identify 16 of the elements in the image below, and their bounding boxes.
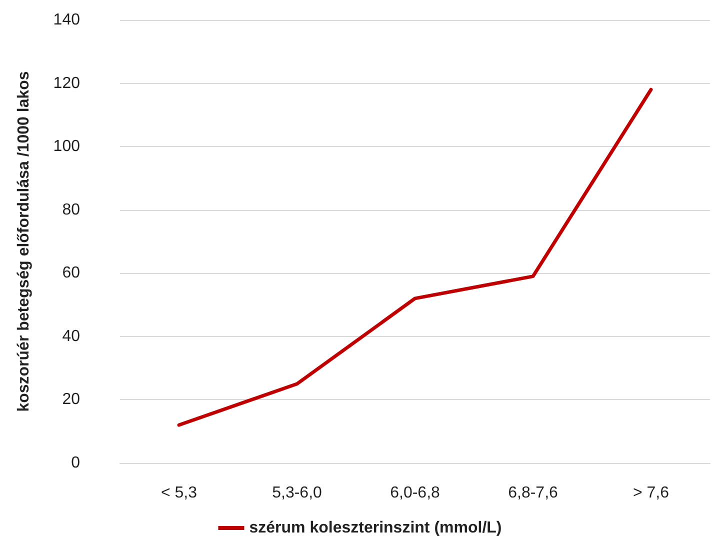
x-tick-label: 6,0-6,8 — [390, 484, 440, 502]
y-tick-label: 0 — [71, 454, 80, 472]
x-tick-label: 5,3-6,0 — [272, 484, 322, 502]
y-tick-label: 60 — [62, 264, 80, 282]
x-tick-label: 6,8-7,6 — [508, 484, 558, 502]
legend-label: szérum koleszterinszint (mmol/L) — [249, 520, 502, 536]
y-tick-label: 40 — [62, 328, 80, 345]
y-axis-title: koszorúér betegség előfordulása /1000 lakos — [16, 71, 32, 412]
y-tick-label: 100 — [53, 138, 80, 156]
x-tick-label: > 7,6 — [632, 484, 670, 502]
line-series — [177, 88, 653, 427]
y-tick-label: 140 — [53, 12, 80, 28]
y-tick-label: 20 — [62, 391, 80, 408]
x-tick-label: < 5,3 — [160, 484, 198, 502]
y-tick-label: 80 — [62, 201, 80, 218]
y-tick-label: 120 — [53, 74, 80, 92]
